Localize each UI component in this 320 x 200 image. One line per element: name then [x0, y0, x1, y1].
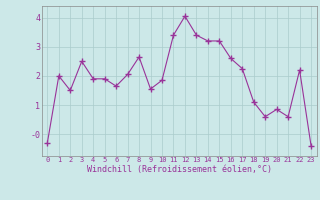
- X-axis label: Windchill (Refroidissement éolien,°C): Windchill (Refroidissement éolien,°C): [87, 165, 272, 174]
